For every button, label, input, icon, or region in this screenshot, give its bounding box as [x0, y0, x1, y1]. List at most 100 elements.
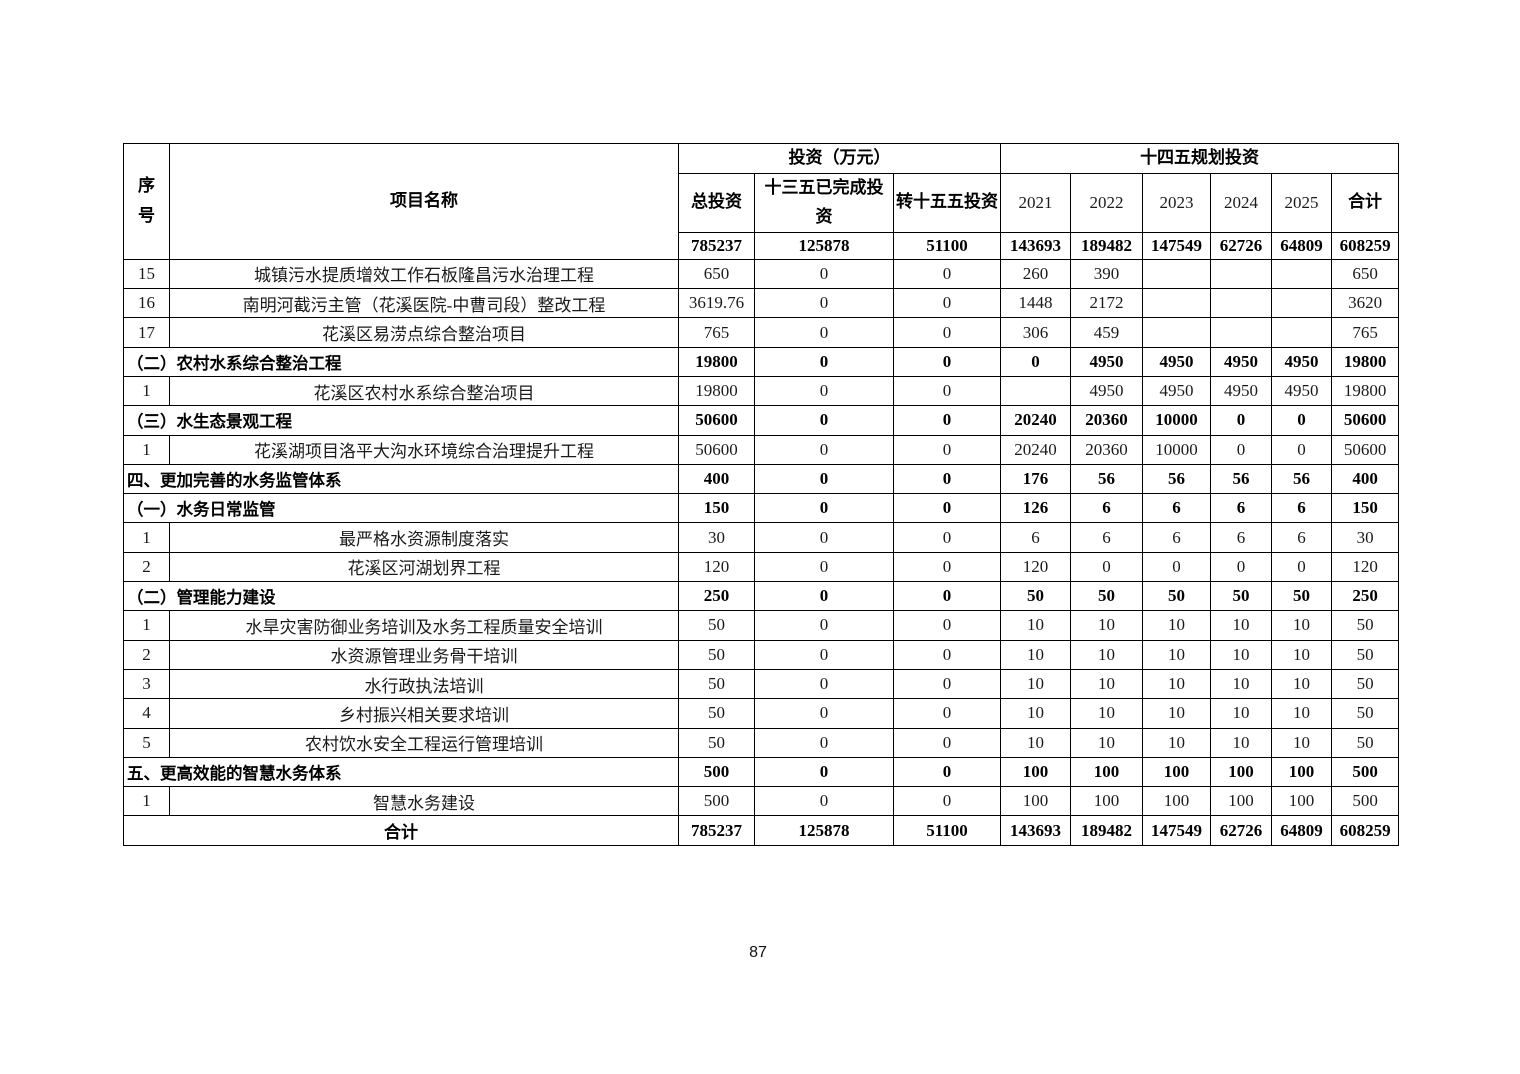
cell-value: 3619.76 [678, 288, 755, 319]
cell-value: 50 [1331, 639, 1400, 670]
cell-value: 120 [1000, 551, 1072, 583]
cell-value: 4950 [1142, 346, 1212, 377]
cell-value: 19800 [1331, 375, 1400, 407]
header-row-columns: 总投资 十三五已完成投资 转十五五投资 2021 2022 2023 2024 … [124, 173, 1400, 233]
cell-value: 50 [678, 668, 755, 700]
col-header-year-2021: 2021 [1000, 173, 1072, 233]
cell-value: 4950 [1070, 346, 1144, 377]
cell-value: 0 [754, 463, 894, 495]
cell-value: 0 [754, 551, 894, 583]
cell-value: 0 [892, 727, 1002, 758]
cell-value: 0 [892, 610, 1002, 641]
col-header-155-transfer: 转十五五投资 [892, 173, 1002, 233]
row-seq: 3 [123, 668, 170, 700]
col-header-year-2022: 2022 [1070, 173, 1144, 233]
cell-value: 0 [754, 581, 894, 612]
project-name: 花溪湖项目洛平大沟水环境综合治理提升工程 [169, 434, 679, 465]
row-seq: 4 [123, 698, 170, 729]
table-row: 5 农村饮水安全工程运行管理培训 50 0 0 10 10 10 10 10 50 [123, 727, 1400, 758]
cell-value: 0 [892, 698, 1002, 729]
header-total-cell: 62726 [1210, 231, 1273, 260]
cell-value: 6 [1142, 522, 1212, 553]
cell-value: 19800 [1331, 346, 1400, 377]
cell-value: 100 [1070, 786, 1144, 817]
cell-value: 10 [1000, 668, 1072, 700]
section-row: （二）管理能力建设 250 0 0 50 50 50 50 50 250 [123, 581, 1400, 612]
cell-value: 0 [1000, 346, 1072, 377]
col-header-year-2023: 2023 [1142, 173, 1212, 233]
cell-value [1271, 258, 1333, 290]
cell-value: 150 [1331, 493, 1400, 524]
cell-value: 10 [1142, 610, 1212, 641]
cell-value [1142, 258, 1212, 290]
cell-value: 150 [678, 493, 755, 524]
cell-value: 250 [678, 581, 755, 612]
cell-value: 0 [892, 463, 1002, 495]
cell-value: 10 [1271, 610, 1333, 641]
header-total-cell: 51100 [892, 231, 1002, 260]
cell-value: 10 [1210, 698, 1273, 729]
cell-value: 0 [754, 756, 894, 788]
section-row: （一）水务日常监管 150 0 0 126 6 6 6 6 150 [123, 493, 1400, 524]
table-row: 1 花溪湖项目洛平大沟水环境综合治理提升工程 50600 0 0 20240 20360 10… [123, 434, 1400, 465]
cell-value [1210, 288, 1273, 319]
cell-value: 50 [1210, 581, 1273, 612]
cell-value: 50 [1331, 610, 1400, 641]
row-seq: 15 [123, 258, 170, 290]
table-row: 1 最严格水资源制度落实 30 0 0 6 6 6 6 6 30 [123, 522, 1400, 553]
project-name: 花溪区河湖划界工程 [169, 551, 679, 583]
cell-value: 100 [1210, 786, 1273, 817]
cell-value: 500 [1331, 786, 1400, 817]
cell-value: 400 [1331, 463, 1400, 495]
cell-value: 260 [1000, 258, 1072, 290]
cell-value: 4950 [1210, 375, 1273, 407]
section-row: （二）农村水系综合整治工程 19800 0 0 0 4950 4950 4950 4950 198… [123, 346, 1400, 377]
cell-value: 10 [1070, 727, 1144, 758]
table-row: 16 南明河截污主管（花溪医院-中曹司段）整改工程 3619.76 0 0 1448 217… [123, 288, 1400, 319]
cell-value: 10 [1000, 727, 1072, 758]
cell-value: 30 [678, 522, 755, 553]
cell-value: 64809 [1271, 815, 1333, 846]
row-seq: 1 [123, 786, 170, 817]
cell-value: 459 [1070, 317, 1144, 348]
grand-total-label: 合计 [123, 815, 679, 846]
cell-value: 50600 [678, 405, 755, 436]
cell-value [1271, 288, 1333, 319]
cell-value: 56 [1142, 463, 1212, 495]
cell-value: 6 [1142, 493, 1212, 524]
cell-value: 2172 [1070, 288, 1144, 319]
cell-value: 6 [1070, 493, 1144, 524]
cell-value: 0 [754, 786, 894, 817]
cell-value: 10 [1271, 727, 1333, 758]
row-seq: 2 [123, 639, 170, 670]
project-name: 城镇污水提质增效工作石板隆昌污水治理工程 [169, 258, 679, 290]
cell-value [1210, 258, 1273, 290]
cell-value: 6 [1070, 522, 1144, 553]
cell-value: 50 [1331, 727, 1400, 758]
cell-value: 176 [1000, 463, 1072, 495]
cell-value: 50 [1331, 698, 1400, 729]
table-row: 1 花溪区农村水系综合整治项目 19800 0 0 4950 4950 4950 4950 198… [123, 375, 1400, 407]
project-name: 南明河截污主管（花溪医院-中曹司段）整改工程 [169, 288, 679, 319]
col-header-year-2025: 2025 [1271, 173, 1333, 233]
cell-value: 120 [1331, 551, 1400, 583]
table-row: 2 水资源管理业务骨干培训 50 0 0 10 10 10 10 10 50 [123, 639, 1400, 670]
cell-value [1142, 288, 1212, 319]
cell-value: 10 [1000, 639, 1072, 670]
table-row: 4 乡村振兴相关要求培训 50 0 0 10 10 10 10 10 50 [123, 698, 1400, 729]
section-title: （二）管理能力建设 [123, 581, 679, 612]
cell-value: 100 [1000, 786, 1072, 817]
cell-value: 4950 [1271, 346, 1333, 377]
col-header-135-completed: 十三五已完成投资 [754, 173, 894, 233]
cell-value: 10 [1070, 610, 1144, 641]
cell-value: 0 [892, 551, 1002, 583]
cell-value: 6 [1210, 493, 1273, 524]
cell-value: 19800 [678, 375, 755, 407]
project-name: 乡村振兴相关要求培训 [169, 698, 679, 729]
col-group-145-plan: 十四五规划投资 [1000, 143, 1400, 174]
cell-value: 125878 [754, 815, 894, 846]
cell-value: 0 [892, 375, 1002, 407]
cell-value: 0 [1271, 434, 1333, 465]
cell-value: 0 [892, 493, 1002, 524]
project-name: 农村饮水安全工程运行管理培训 [169, 727, 679, 758]
